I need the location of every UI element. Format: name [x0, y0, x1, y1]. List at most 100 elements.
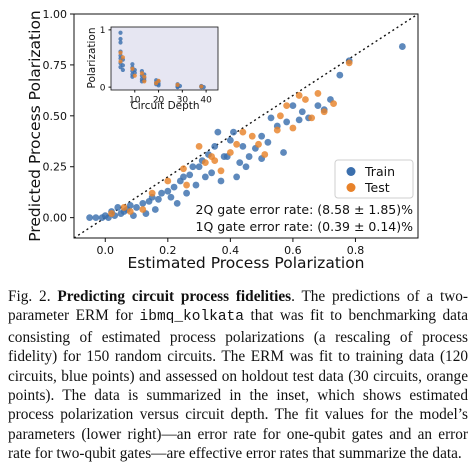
- train-data-point: [242, 163, 250, 171]
- test-data-point: [208, 153, 216, 160]
- train-data-point: [336, 71, 344, 79]
- test-data-point: [273, 126, 281, 134]
- test-data-point: [139, 206, 147, 213]
- caption-text-part-1: . The predictions of a two-parameter ERM…: [8, 288, 469, 325]
- x-tick-label: 0.6: [284, 244, 302, 257]
- train-data-point: [118, 40, 123, 45]
- inset-plot-frame: [110, 26, 219, 91]
- main-axis-ticks: 0.0 0.2 0.4 0.6 0.8 0.00 0.25 0.50 0.75 1.00: [43, 8, 365, 257]
- test-data-point: [164, 177, 172, 185]
- x-tick-label: 0.4: [222, 244, 240, 257]
- legend: Train Test: [334, 159, 414, 199]
- train-data-point: [233, 173, 241, 181]
- test-data-point: [142, 79, 147, 84]
- train-data-point: [226, 136, 234, 144]
- train-data-point: [289, 102, 297, 110]
- train-data-point: [180, 173, 187, 181]
- test-data-point: [255, 140, 262, 148]
- train-data-point: [258, 132, 266, 140]
- train-data-point: [120, 63, 125, 68]
- train-data-point: [139, 199, 147, 207]
- test-data-point: [148, 189, 156, 197]
- test-data-point: [217, 167, 225, 175]
- train-data-point: [245, 153, 253, 160]
- train-data-point: [201, 173, 209, 181]
- inset-y-axis-label: Polarization: [86, 27, 98, 88]
- train-data-point: [236, 159, 244, 167]
- test-data-point: [142, 74, 147, 79]
- figure-caption: Fig. 2. Predicting circuit process fidel…: [8, 287, 468, 464]
- test-data-point: [295, 92, 303, 99]
- x-axis-label: Estimated Process Polarization: [127, 254, 364, 272]
- y-tick-label: 0.75: [43, 59, 68, 72]
- test-data-point: [118, 59, 123, 64]
- train-data-point: [114, 204, 122, 211]
- caption-device-name: ibmq_kolkata: [139, 309, 244, 326]
- test-data-point: [283, 102, 291, 110]
- train-data-point: [173, 199, 181, 207]
- train-data-point: [133, 204, 140, 211]
- two-qubit-error-rate-annotation: 2Q gate error rate: (8.58 ± 1.85)%: [196, 202, 414, 217]
- train-data-point: [295, 116, 303, 124]
- y-tick-label: 0.25: [43, 161, 68, 174]
- x-tick-label: 0.8: [347, 244, 365, 257]
- test-data-point: [320, 108, 328, 116]
- test-data-point: [314, 90, 322, 97]
- test-data-point: [289, 124, 297, 132]
- train-data-point: [298, 108, 306, 116]
- test-data-point: [108, 210, 115, 217]
- x-tick-label: 20: [153, 96, 165, 106]
- caption-text-part-2: that was fit to benchmarking data consis…: [8, 307, 468, 463]
- test-data-point: [130, 66, 135, 71]
- caption-title: Predicting circuit process fidelities: [57, 288, 292, 305]
- figure-panel: 0.0 0.2 0.4 0.6 0.8 0.00 0.25 0.50 0.75 1.00 Esti…: [26, 8, 419, 272]
- train-data-point: [158, 189, 165, 197]
- y-tick-label: 1.00: [43, 8, 68, 21]
- train-data-point: [398, 43, 406, 50]
- x-tick-label: 0.0: [97, 244, 115, 257]
- test-data-point: [330, 100, 337, 107]
- train-data-point: [230, 128, 237, 136]
- train-data-point: [192, 181, 200, 189]
- train-data-point: [183, 189, 190, 197]
- test-data-point: [201, 159, 209, 167]
- train-data-point: [170, 183, 178, 191]
- test-data-point: [132, 73, 137, 78]
- train-data-point: [130, 62, 135, 67]
- train-data-point: [126, 202, 134, 209]
- test-data-point: [120, 204, 128, 211]
- inset-scatter-points: [118, 30, 206, 90]
- test-data-point: [302, 96, 309, 103]
- x-tick-label: 10: [129, 96, 141, 106]
- legend-train-label: Train: [364, 164, 395, 179]
- train-data-point: [86, 214, 94, 222]
- test-data-point: [195, 142, 203, 150]
- train-data-point: [151, 206, 159, 213]
- test-data-point: [180, 165, 187, 173]
- test-data-point: [277, 112, 284, 120]
- train-data-point: [118, 36, 123, 42]
- train-data-point: [264, 138, 272, 146]
- test-data-point: [239, 128, 247, 136]
- x-tick-label: 30: [177, 96, 189, 106]
- test-data-point: [345, 59, 353, 67]
- test-data-point: [156, 78, 161, 83]
- train-data-point: [214, 128, 222, 136]
- train-data-point: [120, 67, 125, 73]
- test-data-point: [126, 208, 134, 215]
- train-data-point: [155, 195, 162, 203]
- y-tick-label: 0.50: [43, 110, 68, 123]
- train-data-point: [118, 30, 123, 35]
- main-scatter-points: [86, 43, 406, 222]
- legend-train-marker: [346, 167, 356, 176]
- legend-test-label: Test: [364, 180, 390, 195]
- train-data-point: [280, 149, 287, 156]
- test-data-point: [120, 55, 125, 60]
- train-data-point: [217, 177, 225, 185]
- train-data-point: [92, 214, 100, 222]
- train-data-point: [208, 169, 216, 177]
- test-data-point: [118, 50, 123, 55]
- test-data-point: [233, 140, 241, 148]
- train-data-point: [239, 142, 247, 150]
- test-data-point: [139, 71, 145, 76]
